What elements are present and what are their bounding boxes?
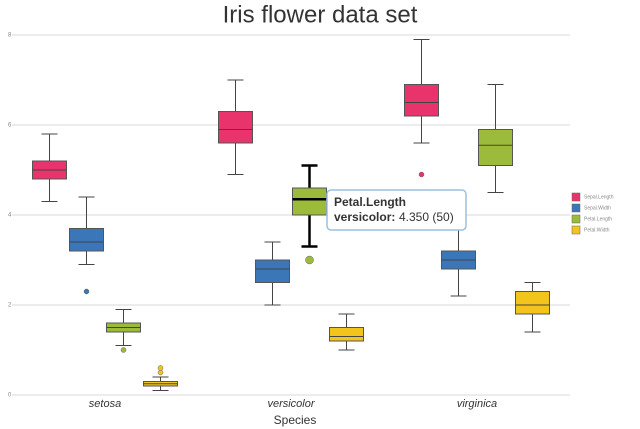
box <box>255 259 290 283</box>
x-tick-label: setosa <box>89 398 121 410</box>
y-tick-label: 2 <box>8 303 12 309</box>
box <box>515 291 550 315</box>
legend-swatch <box>571 214 581 224</box>
legend-swatch <box>571 192 581 202</box>
plot-area: 0 2 4 6 8 setosa versicolor virginica Sepal.Leng… <box>8 33 614 410</box>
tooltip-label: versicolor: <box>334 210 395 224</box>
tooltip-value: 4.350 (50) <box>399 210 454 224</box>
box <box>292 187 327 216</box>
box <box>218 111 253 144</box>
y-tick-label: 6 <box>8 123 12 129</box>
tooltip-title: Petal.Length <box>334 195 406 209</box>
box <box>404 84 439 117</box>
y-tick-label: 4 <box>8 213 12 219</box>
x-tick-label: virginica <box>457 398 497 410</box>
legend-label: Sepal.Length <box>584 194 614 200</box>
outlier <box>83 288 90 295</box>
legend-swatch <box>571 203 581 213</box>
y-tick-label: 0 <box>8 393 12 399</box>
chart-title: Iris flower data set <box>223 1 418 28</box>
outlier <box>305 255 314 265</box>
box <box>329 327 364 342</box>
legend-swatch <box>571 225 581 235</box>
tooltip-box <box>326 189 467 231</box>
tooltip: Petal.Length versicolor: 4.350 (50) <box>326 189 467 231</box>
x-tick-label: versicolor <box>267 398 315 410</box>
x-axis-label: Species <box>274 413 317 427</box>
legend-label: Petal.Length <box>584 216 612 222</box>
outlier <box>157 365 164 371</box>
legend-label: Sepal.Width <box>584 205 611 211</box>
outlier <box>120 347 127 353</box>
y-tick-label: 8 <box>8 33 12 39</box>
legend-label: Petal.Width <box>584 227 610 233</box>
box <box>69 228 104 252</box>
box <box>478 129 513 166</box>
outlier <box>418 171 425 178</box>
